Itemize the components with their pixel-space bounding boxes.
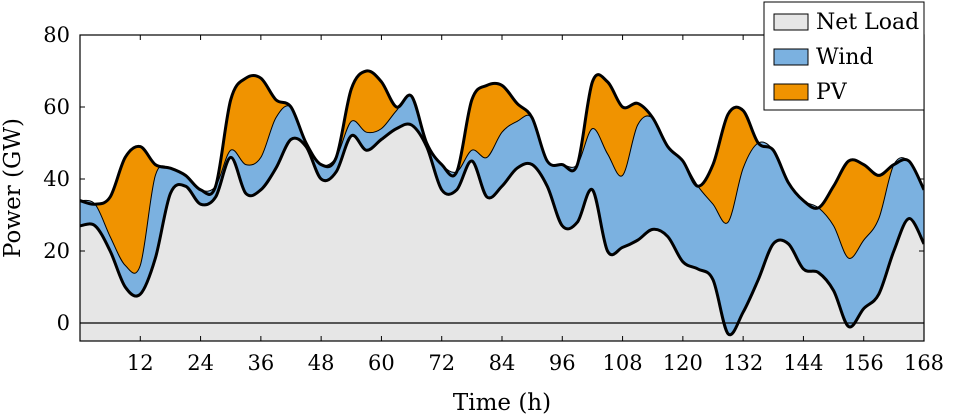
- boundary-net-load: [80, 122, 924, 337]
- legend: Net Load Wind PV: [763, 1, 925, 111]
- x-axis-ticks: 12 24 36 48 60 72 84 96 108 120 132 144 156 168: [127, 35, 944, 375]
- y-tick-label: 80: [43, 23, 70, 47]
- y-axis-ticks: 0 20 40 60 80: [43, 23, 924, 335]
- x-tick-label: 60: [368, 351, 395, 375]
- x-tick-label: 84: [489, 351, 516, 375]
- boundary-lines: [80, 69, 924, 337]
- x-tick-label: 36: [247, 351, 274, 375]
- x-tick-label: 24: [187, 351, 214, 375]
- legend-swatch-net-load: [773, 13, 809, 31]
- y-axis-label: Power (GW): [0, 118, 26, 258]
- x-tick-label: 72: [428, 351, 455, 375]
- legend-label-wind: Wind: [816, 45, 874, 70]
- x-tick-label: 168: [904, 351, 944, 375]
- y-tick-label: 20: [43, 239, 70, 263]
- x-tick-label: 132: [723, 351, 763, 375]
- x-tick-label: 156: [844, 351, 884, 375]
- legend-swatch-pv: [773, 83, 809, 101]
- area-net-load: [80, 123, 924, 341]
- x-tick-label: 12: [127, 351, 154, 375]
- x-tick-label: 96: [549, 351, 576, 375]
- legend-swatch-wind: [773, 48, 809, 66]
- x-tick-label: 108: [603, 351, 643, 375]
- x-tick-label: 144: [783, 351, 823, 375]
- y-tick-label: 60: [43, 95, 70, 119]
- y-tick-label: 0: [57, 311, 70, 335]
- x-axis-label: Time (h): [453, 390, 551, 416]
- boundary-pv: [80, 69, 924, 210]
- x-tick-label: 120: [663, 351, 703, 375]
- legend-label-net-load: Net Load: [816, 10, 919, 35]
- x-tick-label: 48: [308, 351, 335, 375]
- y-tick-label: 40: [43, 167, 70, 191]
- legend-label-pv: PV: [816, 80, 848, 105]
